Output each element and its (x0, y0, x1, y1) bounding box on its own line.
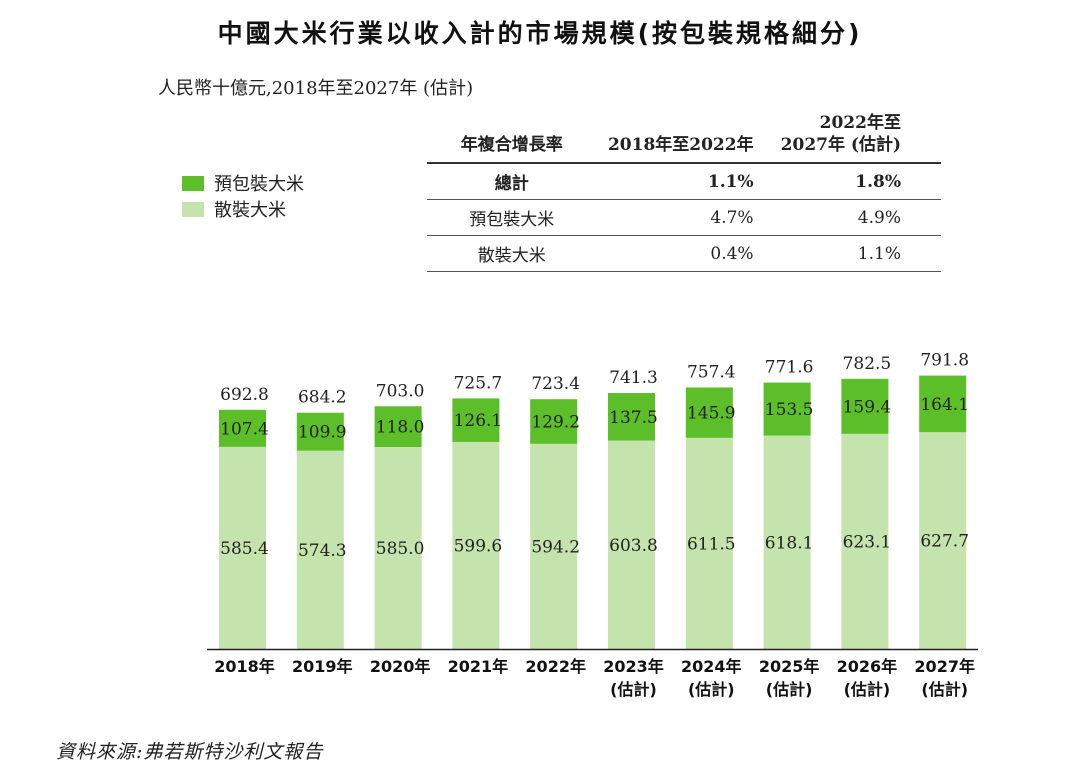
data-label-prepackaged: 159.4 (843, 397, 892, 417)
bar-prepackaged (685, 387, 733, 438)
data-label-total: 723.4 (531, 374, 580, 394)
x-tick-label: 2026年 (837, 657, 898, 676)
x-tick-note: (估計) (610, 680, 657, 699)
bar-bulk (374, 446, 422, 649)
cagr-row-p2: 1.1% (779, 235, 941, 272)
data-label-total: 782.5 (843, 354, 892, 374)
bar-prepackaged (296, 412, 344, 451)
data-label-total: 684.2 (298, 388, 347, 408)
data-label-bulk: 611.5 (687, 534, 736, 554)
cagr-row-p1: 0.4% (596, 235, 780, 272)
legend-swatch-prepackaged (182, 175, 204, 191)
x-tick-label: 2027年 (914, 657, 975, 676)
cagr-row-total: 總計 1.1% 1.8% (427, 163, 941, 200)
bar-bulk (685, 437, 733, 649)
data-label-bulk: 585.0 (376, 539, 425, 559)
data-label-bulk: 618.1 (765, 533, 814, 553)
data-label-prepackaged: 129.2 (531, 413, 580, 433)
bar-prepackaged (919, 375, 967, 433)
cagr-row-p2: 1.8% (779, 163, 941, 200)
x-tick-label: 2024年 (681, 657, 742, 676)
x-tick-label: 2025年 (759, 657, 820, 676)
data-label-prepackaged: 145.9 (687, 404, 736, 424)
cagr-row-prepackaged: 預包裝大米 4.7% 4.9% (427, 199, 941, 236)
bar-bulk (219, 446, 266, 649)
data-label-bulk: 627.7 (920, 532, 969, 552)
data-label-prepackaged: 109.9 (298, 423, 347, 443)
data-label-bulk: 585.4 (220, 539, 269, 559)
data-label-total: 791.8 (920, 351, 969, 371)
cagr-row-p1: 4.7% (596, 199, 780, 236)
data-label-bulk: 623.1 (843, 532, 892, 552)
x-tick-note: (估計) (766, 680, 813, 699)
x-tick-label: 2018年 (214, 657, 275, 676)
cagr-row-p1: 1.1% (596, 163, 780, 200)
bar-bulk (296, 450, 344, 649)
bar-bulk (452, 441, 500, 649)
bar-prepackaged (374, 406, 422, 447)
bar-bulk (608, 440, 655, 649)
x-tick-label: 2020年 (370, 657, 431, 676)
source-note: 資料來源:弗若斯特沙利文報告 (56, 741, 324, 763)
data-label-bulk: 603.8 (609, 536, 658, 556)
bar-prepackaged (530, 399, 578, 444)
data-label-bulk: 574.3 (298, 541, 347, 561)
chart-subtitle: 人民幣十億元,2018年至2027年 (估計) (158, 78, 474, 99)
legend-label-bulk: 散裝大米 (214, 200, 286, 221)
data-label-bulk: 594.2 (531, 537, 580, 557)
bar-bulk (763, 435, 811, 649)
chart-title: 中國大米行業以收入計的市場規模(按包裝規格細分) (217, 19, 863, 48)
legend-item-prepackaged: 預包裝大米 (182, 170, 304, 196)
legend-item-bulk: 散裝大米 (182, 196, 304, 222)
cagr-table: 年複合增長率 2018年至2022年 2022年至 2027年 (估計) 總計 … (427, 100, 941, 272)
data-label-prepackaged: 164.1 (920, 395, 969, 415)
bar-bulk (841, 433, 889, 649)
data-label-prepackaged: 153.5 (765, 400, 814, 420)
data-label-total: 771.6 (765, 358, 814, 378)
x-tick-label: 2019年 (292, 657, 353, 676)
data-label-prepackaged: 126.1 (454, 411, 503, 431)
cagr-header-label: 年複合增長率 (427, 100, 597, 164)
bar-prepackaged (219, 409, 266, 447)
data-label-prepackaged: 107.4 (220, 419, 269, 439)
cagr-header-period1: 2018年至2022年 (596, 100, 780, 164)
bar-prepackaged (452, 398, 500, 442)
cagr-row-bulk: 散裝大米 0.4% 1.1% (427, 235, 941, 272)
x-tick-note: (估計) (844, 680, 891, 699)
data-label-total: 741.3 (609, 368, 658, 388)
x-tick-label: 2021年 (448, 657, 509, 676)
data-label-total: 725.7 (454, 373, 503, 393)
data-label-total: 757.4 (687, 362, 736, 382)
cagr-header-period2-line2: 2027年 (估計) (780, 135, 901, 155)
bar-bulk (530, 443, 578, 649)
bar-prepackaged (841, 378, 889, 434)
data-label-prepackaged: 118.0 (376, 418, 425, 438)
legend-label-prepackaged: 預包裝大米 (214, 174, 304, 195)
cagr-row-label: 散裝大米 (427, 235, 597, 272)
bar-prepackaged (608, 393, 655, 441)
data-label-prepackaged: 137.5 (609, 408, 658, 428)
x-tick-label: 2023年 (603, 657, 664, 676)
x-tick-note: (估計) (921, 680, 968, 699)
cagr-row-label: 預包裝大米 (427, 199, 597, 236)
bar-prepackaged (763, 382, 811, 436)
cagr-header-period2-line1: 2022年至 (819, 113, 901, 133)
data-label-total: 703.0 (376, 381, 425, 401)
cagr-row-p2: 4.9% (779, 199, 941, 236)
data-label-bulk: 599.6 (454, 536, 503, 556)
cagr-row-label: 總計 (427, 163, 597, 200)
data-label-total: 692.8 (220, 385, 269, 405)
cagr-header-period2: 2022年至 2027年 (估計) (779, 100, 941, 164)
bar-bulk (919, 432, 967, 649)
legend-swatch-bulk (182, 201, 204, 217)
x-tick-label: 2022年 (525, 657, 586, 676)
legend: 預包裝大米 散裝大米 (182, 170, 304, 222)
x-tick-note: (估計) (688, 680, 735, 699)
